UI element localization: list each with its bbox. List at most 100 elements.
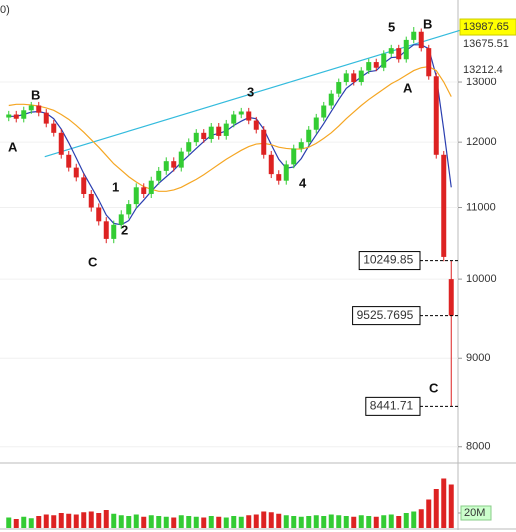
volume-bar <box>13 519 19 528</box>
volume-bar <box>403 513 409 528</box>
candle-body <box>306 129 312 143</box>
volume-bar <box>343 516 349 528</box>
wave-label: C <box>429 380 439 395</box>
volume-bar <box>208 516 214 528</box>
price-label: 13212.4 <box>463 64 503 76</box>
volume-bar <box>111 513 117 528</box>
corner-text: 0) <box>0 4 10 16</box>
volume-bar <box>351 516 357 528</box>
candle-body <box>96 207 102 222</box>
candle-body <box>103 221 109 239</box>
volume-bar <box>133 514 139 528</box>
candle-body <box>276 174 282 181</box>
volume-bar <box>328 514 334 528</box>
volume-bar <box>396 516 402 528</box>
candle-body <box>216 126 222 136</box>
volume-tick-label: 20M <box>464 507 485 519</box>
price-label: 13675.51 <box>463 38 509 50</box>
y-tick-label: 13000 <box>466 76 497 88</box>
candle-body <box>148 180 154 194</box>
volume-bar <box>313 515 319 528</box>
candle-body <box>291 148 297 165</box>
candle-body <box>396 48 402 60</box>
wave-label: 1 <box>112 179 119 194</box>
volume-bar <box>448 484 454 528</box>
candle-body <box>58 132 64 155</box>
candle-body <box>238 111 244 115</box>
y-tick-label: 12000 <box>466 136 497 148</box>
price-label-box <box>460 35 516 52</box>
volume-bar <box>336 515 342 528</box>
wave-label: 5 <box>388 19 395 34</box>
candle-body <box>313 117 319 130</box>
price-label-box <box>365 396 421 416</box>
volume-bar <box>96 513 102 528</box>
volume-bar <box>126 516 132 528</box>
volume-bar <box>358 515 364 528</box>
volume-bar <box>178 515 184 528</box>
candle-body <box>321 105 327 118</box>
candle-body <box>268 154 274 175</box>
candle-body <box>448 279 454 316</box>
candle-body <box>403 39 409 60</box>
candle-body <box>21 110 27 119</box>
wave-label: C <box>88 254 98 269</box>
wave-label: B <box>31 87 40 102</box>
volume-bar <box>441 478 447 528</box>
volume-bar <box>66 513 72 528</box>
volume-bar <box>366 516 372 528</box>
volume-bar <box>268 512 274 528</box>
candle-body <box>418 31 424 49</box>
candle-body <box>73 167 79 178</box>
candle-body <box>283 164 289 181</box>
volume-bar <box>321 516 327 528</box>
candle-body <box>381 53 387 68</box>
volume-bar <box>193 516 199 528</box>
volume-bar <box>283 515 289 528</box>
volume-bar <box>418 509 424 528</box>
candle-body <box>36 105 42 113</box>
candle-body <box>411 31 417 40</box>
volume-bar <box>381 515 387 528</box>
candle-body <box>328 93 334 106</box>
candle-body <box>433 76 439 155</box>
volume-bar <box>103 510 109 528</box>
wave-label: A <box>403 80 413 95</box>
candle-body <box>171 161 177 168</box>
y-tick-label: 10000 <box>466 273 497 285</box>
moving-average <box>8 44 452 226</box>
volume-bar <box>306 516 312 528</box>
candle-body <box>261 129 267 155</box>
price-label: 9525.7695 <box>357 308 414 322</box>
candle-body <box>111 224 117 239</box>
candle-body <box>246 111 252 121</box>
volume-bar <box>298 516 304 528</box>
wave-label: 2 <box>121 222 128 237</box>
volume-bar <box>426 499 432 528</box>
volume-bar <box>246 515 252 528</box>
volume-bar <box>36 516 42 528</box>
price-label-box <box>352 306 421 326</box>
volume-bar <box>238 516 244 528</box>
volume-bar <box>261 511 267 528</box>
candle-body <box>298 142 304 149</box>
candle-body <box>351 73 357 83</box>
candle-body <box>253 120 259 130</box>
volume-bar <box>156 516 162 528</box>
volume-bar <box>88 511 94 528</box>
candle-body <box>6 114 12 118</box>
candle-body <box>163 161 169 171</box>
volume-bar <box>73 514 79 528</box>
candle-body <box>126 204 132 215</box>
candle-body <box>51 123 57 133</box>
volume-bar <box>231 516 237 528</box>
candle-body <box>186 142 192 152</box>
candle-body <box>336 82 342 94</box>
candle-body <box>231 114 237 124</box>
volume-bar <box>201 517 207 528</box>
price-label: 13987.65 <box>463 21 509 33</box>
candle-body <box>66 154 72 168</box>
volume-bar <box>43 514 49 528</box>
candle-body <box>141 187 147 194</box>
